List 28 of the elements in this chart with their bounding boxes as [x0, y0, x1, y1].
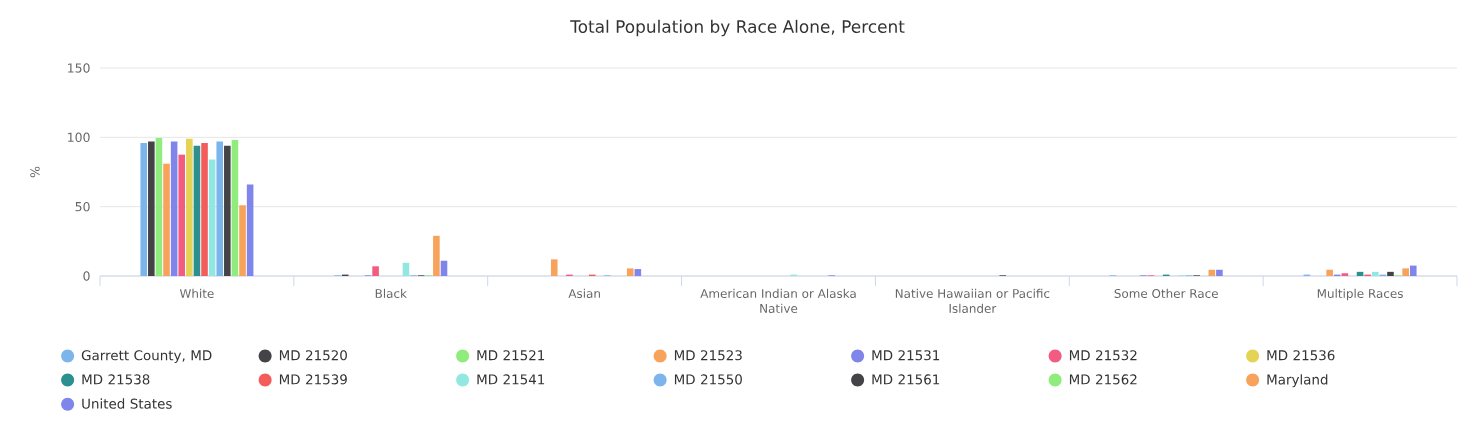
x-tick-label: American Indian or Alaska Native — [700, 288, 856, 313]
y-tick-label: 50 — [75, 201, 90, 212]
x-tick-label: Multiple Races — [1317, 288, 1403, 301]
x-tick-label: Black — [375, 288, 407, 299]
legend-label: MD 21539 — [279, 374, 347, 385]
x-tick-label: Native Hawaiian or Pacific Islander — [895, 288, 1050, 313]
legend-label: Maryland — [1267, 374, 1328, 388]
legend-label: MD 21520 — [279, 350, 347, 361]
legend-label: MD 21538 — [82, 374, 150, 385]
legend-label: United States — [82, 398, 172, 409]
legend-label: MD 21532 — [1069, 350, 1137, 361]
legend-label: MD 21531 — [872, 350, 940, 361]
legend-label: MD 21523 — [674, 350, 742, 361]
y-axis-title: % — [30, 166, 40, 178]
y-tick-label: 150 — [68, 63, 90, 73]
x-tick-label: Asian — [568, 288, 600, 299]
legend-label: MD 21562 — [1069, 374, 1137, 385]
legend-label: MD 21561 — [872, 374, 940, 385]
legend-label: MD 21541 — [477, 374, 545, 385]
legend-label: MD 21521 — [477, 350, 545, 361]
y-tick-label: 100 — [68, 132, 90, 143]
legend-label: Garrett County, MD — [81, 350, 212, 363]
x-tick-label: White — [179, 288, 214, 299]
chart-title: Total Population by Race Alone, Percent — [570, 19, 905, 37]
y-tick-label: 0 — [83, 271, 90, 281]
legend-label: MD 21536 — [1267, 350, 1335, 361]
x-tick-label: Some Other Race — [1114, 288, 1218, 299]
legend-label: MD 21550 — [674, 374, 742, 385]
